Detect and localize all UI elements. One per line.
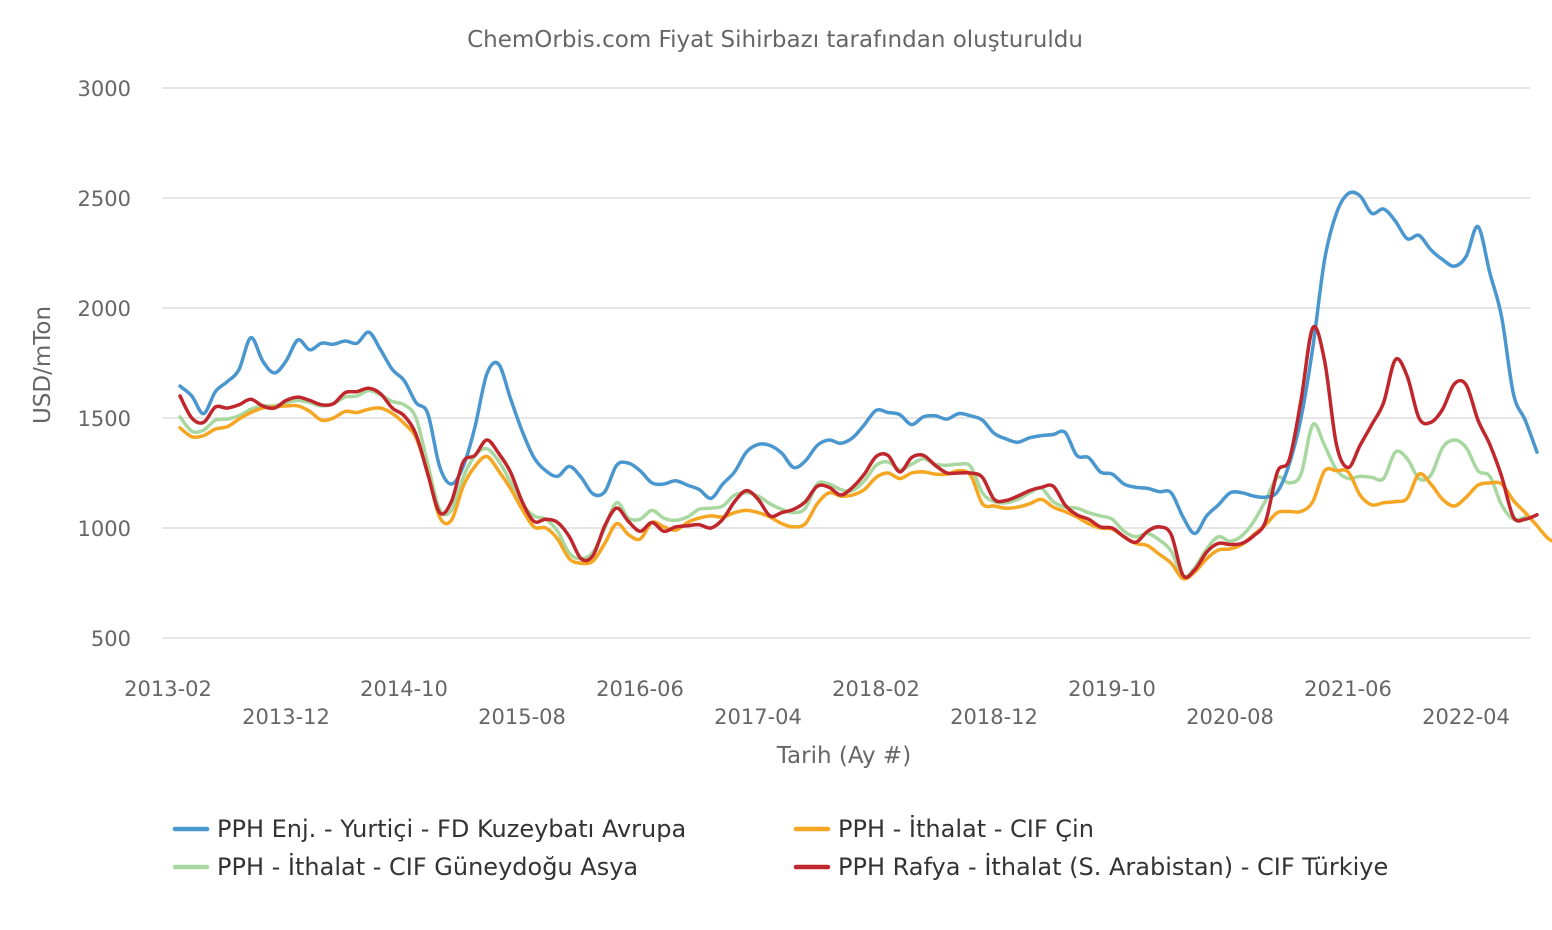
legend-label: PPH Enj. - Yurtiçi - FD Kuzeybatı Avrupa — [217, 815, 686, 843]
legend-item[interactable]: PPH - İthalat - CIF Güneydoğu Asya — [172, 852, 638, 881]
series-line-2 — [178, 388, 1527, 579]
x-tick-label: 2013-12 — [242, 705, 330, 729]
x-tick-label: 2013-02 — [124, 677, 212, 701]
series-lines — [178, 190, 1552, 581]
x-tick-label: 2018-02 — [832, 677, 920, 701]
legend-label: PPH - İthalat - CIF Çin — [838, 814, 1094, 843]
y-axis-ticks: 500 1000 1500 2000 2500 3000 — [78, 77, 131, 651]
x-tick-label: 2017-04 — [714, 705, 802, 729]
legend-item[interactable]: PPH Enj. - Yurtiçi - FD Kuzeybatı Avrupa — [172, 815, 686, 843]
series-line-1 — [178, 403, 1552, 581]
y-tick-label: 3000 — [78, 77, 131, 101]
y-tick-label: 500 — [91, 627, 131, 651]
y-tick-label: 1000 — [78, 517, 131, 541]
legend-label: PPH Rafya - İthalat (S. Arabistan) - CIF… — [838, 852, 1388, 881]
x-axis-label: Tarih (Ay #) — [776, 743, 911, 769]
x-tick-label: 2019-10 — [1068, 677, 1156, 701]
y-axis-label: USD/mTon — [30, 306, 56, 424]
grid-lines — [162, 87, 1530, 639]
x-tick-label: 2020-08 — [1186, 705, 1274, 729]
y-tick-label: 2000 — [78, 297, 131, 321]
x-tick-label: 2018-12 — [950, 705, 1038, 729]
x-tick-label: 2021-06 — [1304, 677, 1392, 701]
x-tick-label: 2015-08 — [478, 705, 566, 729]
legend-item[interactable]: PPH - İthalat - CIF Çin — [793, 814, 1094, 843]
y-tick-label: 2500 — [78, 187, 131, 211]
legend-label: PPH - İthalat - CIF Güneydoğu Asya — [217, 852, 638, 881]
x-tick-label: 2016-06 — [596, 677, 684, 701]
series-line-3 — [178, 324, 1539, 580]
legend-item[interactable]: PPH Rafya - İthalat (S. Arabistan) - CIF… — [793, 852, 1388, 881]
x-tick-label: 2014-10 — [360, 677, 448, 701]
legend: PPH Enj. - Yurtiçi - FD Kuzeybatı Avrupa… — [172, 814, 1388, 881]
y-tick-label: 1500 — [78, 407, 131, 431]
series-line-0 — [178, 190, 1539, 536]
x-tick-label: 2022-04 — [1422, 705, 1510, 729]
chart-title: ChemOrbis.com Fiyat Sihirbazı tarafından… — [467, 27, 1083, 53]
x-axis-ticks: 2013-02 2013-12 2014-10 2015-08 2016-06 2017-… — [124, 677, 1510, 729]
